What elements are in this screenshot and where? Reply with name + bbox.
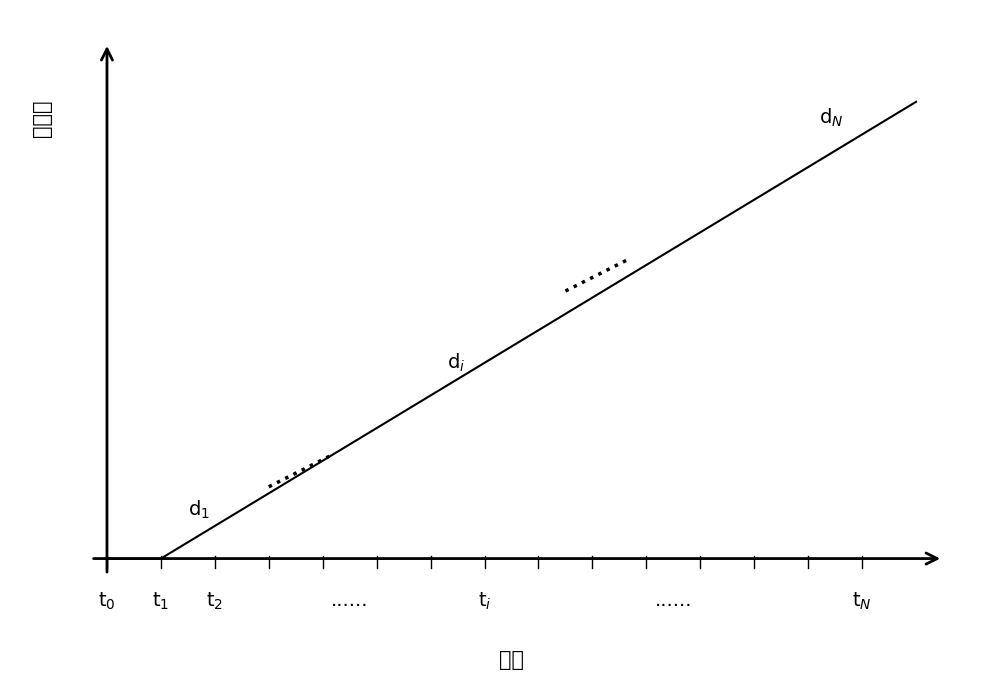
Text: d$_i$: d$_i$ — [447, 352, 465, 374]
Text: t$_2$: t$_2$ — [206, 591, 223, 612]
Text: d$_1$: d$_1$ — [188, 498, 210, 521]
Text: t$_1$: t$_1$ — [152, 591, 170, 612]
Text: ......: ...... — [331, 591, 368, 610]
Text: d$_N$: d$_N$ — [819, 107, 843, 130]
Text: t$_0$: t$_0$ — [98, 591, 116, 612]
Text: ......: ...... — [655, 591, 692, 610]
Text: 烧蚀量: 烧蚀量 — [32, 99, 52, 137]
Text: t$_i$: t$_i$ — [478, 591, 491, 612]
Text: t$_N$: t$_N$ — [852, 591, 872, 612]
Text: 时间: 时间 — [499, 650, 524, 670]
